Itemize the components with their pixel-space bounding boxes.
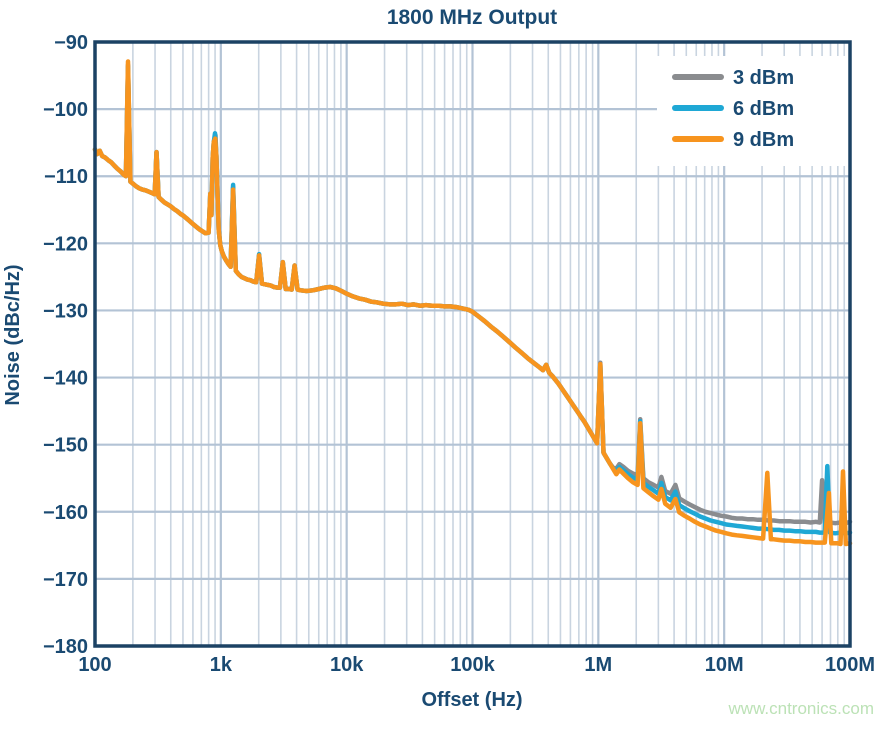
grid	[95, 42, 850, 646]
x-tick-label: 10M	[705, 654, 744, 676]
y-tick-label: −140	[43, 368, 88, 390]
y-tick-label: −150	[43, 435, 88, 457]
plot-border	[93, 40, 852, 648]
x-tick-label: 100	[78, 654, 111, 676]
legend-label-9-dbm: 9 dBm	[733, 129, 794, 151]
y-tick-label: −120	[43, 233, 88, 255]
y-tick-label: −100	[43, 99, 88, 121]
x-axis-label: Offset (Hz)	[421, 689, 522, 711]
x-tick-label: 100M	[825, 654, 875, 676]
watermark: www.cntronics.com	[728, 699, 874, 718]
x-tick-label: 1k	[210, 654, 233, 676]
x-tick-label: 100k	[450, 654, 495, 676]
legend-label-3-dbm: 3 dBm	[733, 67, 794, 89]
y-axis-label: Noise (dBc/Hz)	[2, 264, 24, 405]
chart-title: 1800 MHz Output	[387, 6, 557, 29]
x-tick-label: 1M	[584, 654, 612, 676]
y-tick-label: −170	[43, 569, 88, 591]
y-tick-label: −110	[44, 166, 88, 188]
legend: 3 dBm 6 dBm 9 dBm	[657, 56, 849, 166]
curves	[92, 59, 853, 547]
y-tick-label: −90	[54, 32, 88, 54]
series-curve-9-dbm	[92, 59, 853, 547]
y-tick-label: −130	[43, 300, 88, 322]
legend-label-6-dbm: 6 dBm	[733, 98, 794, 120]
y-tick-label: −180	[43, 636, 88, 658]
y-tick-label: −160	[43, 502, 88, 524]
x-tick-label: 10k	[330, 654, 364, 676]
axis-tick-labels: −90−100−110−120−130−140−150−160−170−1801…	[43, 32, 875, 676]
